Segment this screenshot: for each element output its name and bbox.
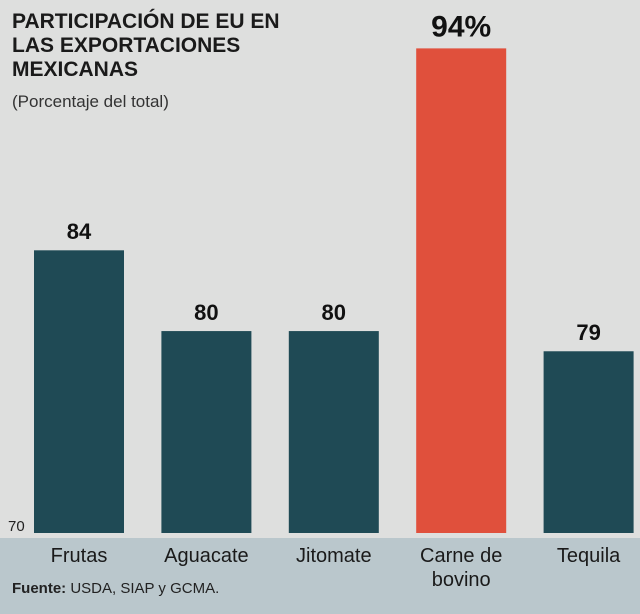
value-label: 80 [322,300,346,325]
source-label: Fuente: [12,580,67,597]
chart-title: PARTICIPACIÓN DE EU EN LAS EXPORTACIONES… [12,10,280,81]
x-tick-label: Tequila [556,545,621,567]
x-tick-label: Aguacate [164,545,249,567]
y-tick-label: 70 [8,518,25,535]
value-label: 84 [67,219,92,244]
x-tick-label: Frutas [50,545,108,567]
bar [288,331,379,533]
bar [416,48,507,534]
chart-subtitle: (Porcentaje del total) [12,92,169,111]
bar [543,351,634,533]
bar [34,250,124,534]
value-label: 94% [431,10,491,43]
bar [161,331,252,533]
value-label: 80 [194,300,218,325]
source: Fuente: USDA, SIAP y GCMA. [12,580,219,597]
source-text: USDA, SIAP y GCMA. [70,580,220,597]
value-label: 79 [576,320,600,345]
label-band [0,538,640,614]
x-tick-label: Carne de bovino [420,545,503,591]
x-tick-label: Jitomate [296,545,372,567]
